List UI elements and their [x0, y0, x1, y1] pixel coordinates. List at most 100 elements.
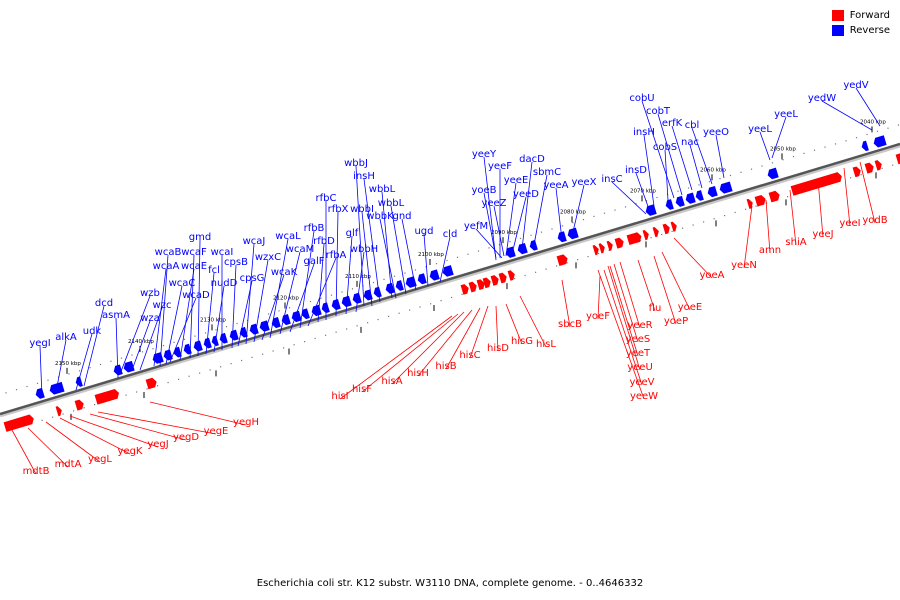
minor-tick-upper — [876, 130, 879, 132]
leader-line — [345, 235, 353, 315]
minor-tick-lower — [178, 378, 180, 380]
minor-tick-upper — [15, 389, 18, 391]
gene-arrow-body — [557, 231, 567, 243]
minor-tick-lower — [356, 325, 358, 327]
forward-gene-label: mdtB — [23, 466, 50, 477]
minor-tick-lower — [661, 233, 663, 236]
minor-tick-lower — [787, 196, 789, 198]
minor-tick-lower — [241, 359, 243, 362]
minor-tick-lower — [377, 318, 379, 321]
leader-line — [59, 417, 131, 455]
reverse-gene-label: insC — [601, 174, 622, 185]
minor-tick-upper — [677, 190, 679, 192]
minor-tick-upper — [803, 152, 805, 154]
gene-arrow-body — [203, 337, 212, 349]
minor-tick-lower — [367, 322, 369, 324]
reverse-gene-label: wzc — [153, 300, 172, 311]
reverse-gene-label: gmd — [189, 232, 211, 243]
leader-line — [715, 134, 725, 179]
minor-tick-upper — [78, 370, 81, 372]
minor-tick-upper — [446, 259, 448, 262]
reverse-gene-label: yeeL — [748, 124, 772, 135]
minor-tick-lower — [745, 208, 747, 210]
reverse-gene-label: cld — [443, 229, 458, 240]
gene-arrow-body — [767, 167, 779, 180]
minor-tick-lower — [409, 309, 411, 311]
forward-gene-arrow — [642, 230, 649, 241]
scale-label: 2090 kbp — [491, 230, 517, 236]
reverse-gene-arrow — [707, 185, 718, 198]
minor-tick-upper — [750, 168, 753, 170]
minor-tick-lower — [755, 205, 757, 207]
gene-arrow-body — [707, 185, 718, 198]
minor-tick-upper — [572, 222, 574, 224]
leader-line — [390, 205, 407, 295]
leader-line — [765, 199, 771, 254]
reverse-gene-arrow — [442, 265, 454, 277]
minor-tick-upper — [110, 360, 112, 362]
reverse-gene-label: yeeF — [488, 161, 512, 172]
leader-line — [493, 205, 505, 257]
leader-line — [355, 251, 365, 313]
minor-tick-lower — [167, 381, 169, 384]
minor-tick-lower — [640, 240, 642, 242]
gene-arrow-body — [864, 162, 874, 174]
reverse-gene-arrow — [665, 199, 674, 210]
leader-line — [205, 272, 215, 355]
reverse-gene-arrow — [211, 335, 219, 347]
forward-gene-label: yegE — [204, 426, 229, 437]
gene-arrow-body — [271, 317, 281, 329]
reverse-gene-arrow — [417, 273, 427, 285]
forward-gene-arrow — [507, 270, 515, 281]
minor-tick-lower — [461, 293, 463, 295]
gene-arrow-body — [645, 204, 657, 216]
minor-tick-lower — [388, 315, 390, 317]
minor-tick-upper — [488, 247, 490, 249]
minor-tick-upper — [656, 196, 658, 199]
forward-gene-arrow — [895, 153, 900, 165]
reverse-gene-label: yeeE — [504, 175, 529, 186]
forward-gene-label: yeeI — [839, 218, 860, 229]
reverse-gene-label: glf — [346, 228, 359, 239]
gene-arrow-body — [173, 346, 182, 358]
reverse-gene-label: ugd — [414, 226, 433, 237]
leader-line — [89, 413, 187, 441]
minor-tick-lower — [251, 356, 253, 358]
reverse-gene-arrow — [341, 295, 352, 308]
minor-tick-lower — [703, 221, 705, 223]
reverse-gene-arrow — [873, 135, 887, 148]
leader-line — [153, 268, 167, 367]
scale-label: 2080 kbp — [560, 209, 586, 215]
reverse-gene-label: wbbL — [378, 198, 405, 209]
scale-label: 2150 kbp — [55, 361, 81, 367]
leader-line — [511, 196, 527, 255]
reverse-gene-label: asmA — [102, 310, 130, 321]
genome-axis — [0, 142, 900, 416]
reverse-gene-label: dcd — [95, 298, 113, 309]
leader-line — [637, 259, 656, 312]
minor-tick-lower — [398, 312, 400, 314]
forward-gene-arrow — [592, 245, 599, 256]
leader-line — [131, 320, 151, 371]
leader-line — [505, 303, 523, 345]
leader-line — [643, 134, 655, 207]
leader-line — [661, 251, 691, 311]
reverse-gene-label: cpsG — [240, 273, 265, 284]
leader-line — [355, 165, 365, 307]
minor-tick-lower — [272, 350, 274, 352]
reverse-gene-label: yeeZ — [481, 198, 506, 209]
reverse-gene-label: yegI — [29, 338, 50, 349]
reverse-gene-arrow — [373, 286, 382, 298]
leader-line — [245, 243, 255, 345]
minor-tick-lower — [41, 419, 43, 421]
leader-line — [391, 311, 465, 385]
reverse-gene-arrow — [529, 239, 538, 251]
gene-arrow-body — [719, 181, 733, 194]
minor-tick-upper — [435, 263, 438, 265]
forward-gene-arrow — [74, 399, 84, 411]
forward-gene-label: yoeF — [586, 311, 610, 322]
forward-gene-label: yegH — [233, 417, 259, 428]
minor-tick-upper — [887, 127, 889, 129]
minor-tick-lower — [83, 407, 85, 409]
reverse-gene-label: wbbL — [369, 184, 396, 195]
